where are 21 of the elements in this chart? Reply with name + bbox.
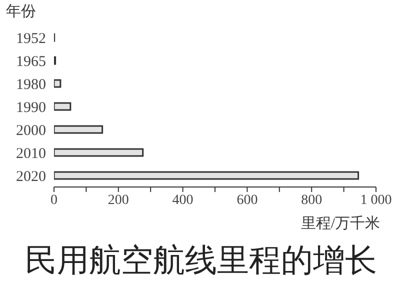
- y-tick-label: 1990: [16, 100, 46, 116]
- x-tick-label: 0: [50, 192, 58, 208]
- y-axis-title: 年份: [6, 3, 36, 21]
- y-tick-label: 1952: [16, 30, 46, 47]
- x-axis-title: 里程/万千米: [300, 214, 380, 233]
- y-tick-label: 2010: [16, 146, 46, 162]
- x-tick-label: 200: [108, 192, 129, 208]
- x-tick-label: 800: [301, 192, 322, 208]
- y-tick-label: 1980: [16, 76, 46, 93]
- y-tick-label: 1965: [16, 54, 46, 70]
- bar: [54, 148, 144, 157]
- text: 民用航空航线里程的增长: [24, 241, 378, 280]
- bar: [54, 125, 104, 134]
- bar: [54, 79, 62, 88]
- y-tick-label: 2000: [16, 122, 46, 139]
- x-tick-label: 1 000: [360, 192, 392, 208]
- bar: [54, 171, 360, 180]
- bar: [54, 102, 72, 111]
- x-tick-label: 400: [172, 192, 194, 208]
- y-tick-label: 2020: [16, 168, 46, 185]
- x-tick-label: 600: [236, 192, 258, 208]
